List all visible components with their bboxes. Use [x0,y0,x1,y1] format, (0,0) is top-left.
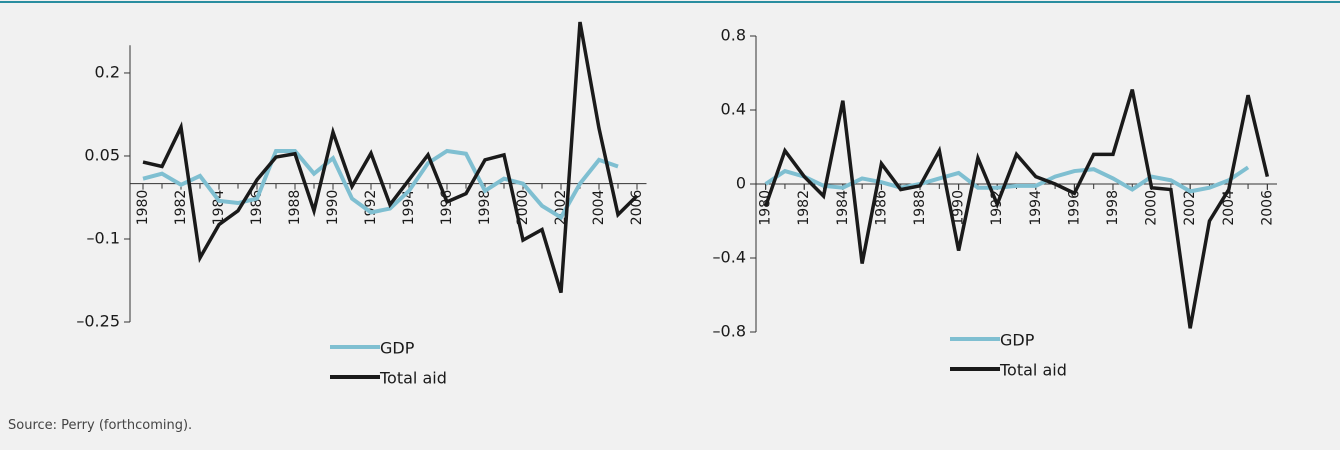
legend-label: Total aid [999,361,1067,380]
x-tick-label: 2006 [1259,190,1275,226]
x-tick-label: 1982 [796,190,812,226]
series-line [763,89,1270,329]
x-tick-label: 2004 [591,190,607,226]
legend-label: GDP [380,339,415,358]
x-tick-label: 2006 [629,190,645,226]
x-tick-label: 1994 [1028,190,1044,226]
series-line [142,148,619,221]
y-tick-label: 0.8 [721,26,746,45]
series-line [764,165,1250,194]
x-tick-label: 1988 [912,190,928,226]
x-tick-label: 1990 [951,190,967,226]
x-tick-label: 1998 [1105,190,1121,226]
y-tick-label: –0.8 [713,322,746,341]
x-tick-label: 1988 [287,190,303,226]
y-tick-label: –0.25 [76,312,120,331]
y-tick-label: 0.05 [84,145,120,164]
x-tick-label: 2002 [1182,190,1198,226]
x-tick-label: 1994 [401,190,417,226]
x-tick-label: 1980 [135,190,151,226]
x-tick-label: 2000 [1144,190,1160,226]
x-tick-label: 1996 [1066,190,1082,226]
y-tick-label: –0.1 [87,228,120,247]
y-tick-label: 0 [736,174,746,193]
y-tick-label: 0.4 [721,100,746,119]
x-tick-label: 1990 [325,190,341,226]
source-note: Source: Perry (forthcoming). [8,418,193,433]
x-tick-label: 1982 [173,190,189,226]
x-tick-label: 1986 [873,190,889,226]
legend-label: Total aid [379,369,447,388]
x-tick-label: 1992 [363,190,379,226]
x-tick-label: 1984 [835,190,851,226]
y-tick-label: 0.2 [95,62,120,81]
y-tick-label: –0.4 [713,248,746,267]
x-tick-label: 1996 [439,190,455,226]
legend-label: GDP [1000,331,1035,350]
x-tick-label: 2004 [1221,190,1237,226]
x-tick-label: 1998 [477,190,493,226]
charts: –0.25 –0.1 0.05 0.2 1980 1982 1984 1986 1988 1990… [0,1,1340,388]
series-line [142,21,639,294]
